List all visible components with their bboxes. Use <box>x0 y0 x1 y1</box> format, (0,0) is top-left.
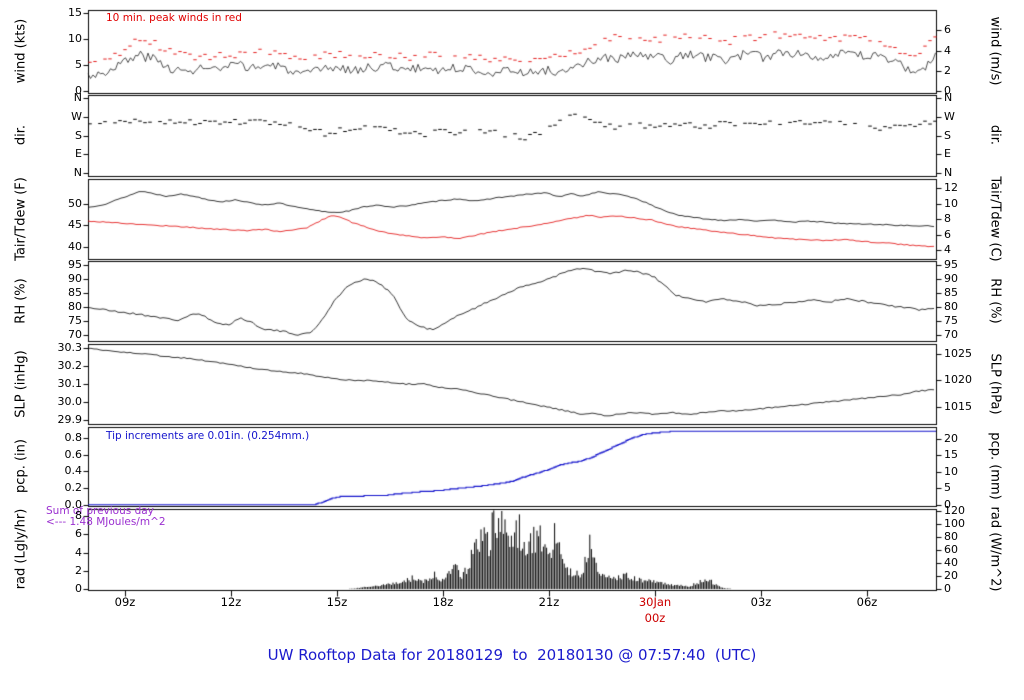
y-tick-label-right-pcp-2: 10 <box>944 465 958 478</box>
x-tick-label-3: 18z <box>432 595 454 609</box>
y-tick-label-right-slp-0: 1025 <box>944 347 972 360</box>
y-tick-label-right-dir-3: E <box>944 147 951 160</box>
y-tick-label-right-slp-1: 1020 <box>944 373 972 386</box>
y-tick-label-right-wind-2: 4 <box>944 44 951 57</box>
y-tick-label-right-dir-1: W <box>944 110 955 123</box>
y-tick-label-left-pcp-0: 0.8 <box>64 431 83 444</box>
annotation-radiation-sum-line2: <--- 1.48 MJoules/m^2 <box>46 516 166 528</box>
y-tick-label-right-rh-2: 85 <box>944 286 958 299</box>
y-tick-label-left-rad-3: 2 <box>75 564 82 577</box>
y-axis-title-rh-left: RH (%) <box>13 278 29 324</box>
y-tick-label-right-temp-4: 4 <box>944 243 951 256</box>
y-tick-label-right-rad-1: 100 <box>944 517 965 530</box>
y-tick-label-left-pcp-2: 0.4 <box>64 464 83 477</box>
y-tick-label-right-dir-2: S <box>944 129 951 142</box>
y-tick-label-right-temp-2: 8 <box>944 212 951 225</box>
y-tick-label-left-wind-2: 10 <box>68 32 82 45</box>
annotation-radiation-sum-line1: Sum of previous day <box>46 505 154 517</box>
y-tick-label-right-wind-1: 2 <box>944 64 951 77</box>
x-tick-label-6: 03z <box>750 595 772 609</box>
y-tick-label-left-rad-4: 0 <box>75 582 82 595</box>
y-tick-label-right-rh-1: 90 <box>944 272 958 285</box>
y-axis-title-slp-hpa: SLP (hPa) <box>987 353 1003 415</box>
y-tick-label-right-temp-3: 6 <box>944 228 951 241</box>
y-tick-label-right-rh-0: 95 <box>944 258 958 271</box>
y-tick-label-right-rad-0: 120 <box>944 504 965 517</box>
y-tick-label-right-pcp-1: 15 <box>944 448 958 461</box>
y-axis-title-temp-f: Tair/Tdew (F) <box>13 177 29 261</box>
y-tick-label-right-temp-0: 12 <box>944 181 958 194</box>
y-axis-title-dir-right: dir. <box>987 124 1003 146</box>
y-axis-title-pcp-in: pcp. (in) <box>13 439 29 493</box>
y-tick-label-left-pcp-1: 0.6 <box>64 448 83 461</box>
y-tick-label-left-rh-3: 80 <box>68 300 82 313</box>
y-tick-label-left-rh-2: 85 <box>68 286 82 299</box>
y-tick-label-right-rad-3: 60 <box>944 543 958 556</box>
y-tick-label-right-pcp-3: 5 <box>944 481 951 494</box>
y-tick-label-left-slp-1: 30.2 <box>57 359 83 372</box>
y-tick-label-right-rad-6: 0 <box>944 582 951 595</box>
y-axis-title-pcp-mm: pcp. (mm) <box>987 432 1003 500</box>
y-tick-label-left-dir-3: E <box>75 147 82 160</box>
x-tick-label-7: 06z <box>856 595 878 609</box>
y-axis-title-rad-lgly: rad (Lgly/hr) <box>13 508 29 590</box>
y-tick-label-right-pcp-4: 0 <box>944 498 951 511</box>
y-tick-label-left-dir-1: W <box>71 110 82 123</box>
y-tick-label-right-rad-4: 40 <box>944 556 958 569</box>
y-tick-label-left-pcp-3: 0.2 <box>64 481 83 494</box>
y-tick-label-right-temp-1: 10 <box>944 197 958 210</box>
y-axis-title-slp-inhg: SLP (inHg) <box>13 350 29 418</box>
y-tick-label-right-rh-4: 75 <box>944 314 958 327</box>
x-tick-label2-5: 00z <box>644 611 666 625</box>
y-tick-label-left-wind-3: 15 <box>68 6 82 19</box>
y-tick-label-left-temp-1: 45 <box>68 218 82 231</box>
y-tick-label-left-dir-0: N <box>73 91 82 104</box>
y-tick-label-left-dir-2: S <box>75 129 82 142</box>
y-tick-label-right-wind-3: 6 <box>944 23 951 36</box>
y-tick-label-right-dir-4: N <box>944 166 953 179</box>
x-tick-label-4: 21z <box>538 595 560 609</box>
y-tick-label-left-wind-1: 5 <box>75 58 82 71</box>
x-tick-label-5: 30Jan <box>638 595 672 609</box>
y-tick-label-left-rad-0: 8 <box>75 509 82 522</box>
y-tick-label-left-rh-4: 75 <box>68 314 82 327</box>
y-tick-label-left-slp-0: 30.3 <box>57 341 83 354</box>
y-axis-title-dir-left: dir. <box>13 124 29 146</box>
y-tick-label-left-rad-1: 6 <box>75 527 82 540</box>
y-tick-label-left-temp-0: 50 <box>68 197 82 210</box>
y-tick-label-right-rad-2: 80 <box>944 530 958 543</box>
x-tick-label-1: 12z <box>220 595 242 609</box>
y-tick-label-left-rh-5: 70 <box>68 328 82 341</box>
y-tick-label-left-slp-4: 29.9 <box>57 413 83 426</box>
y-tick-label-left-dir-4: N <box>73 166 82 179</box>
y-tick-label-left-pcp-4: 0.0 <box>64 498 83 511</box>
y-tick-label-right-dir-0: N <box>944 91 953 104</box>
y-tick-label-right-rad-5: 20 <box>944 569 958 582</box>
y-axis-title-wind-ms: wind (m/s) <box>987 16 1003 86</box>
y-axis-title-wind-kts: wind (kts) <box>13 18 29 84</box>
x-tick-label-2: 15z <box>326 595 348 609</box>
y-tick-label-left-rh-1: 90 <box>68 272 82 285</box>
y-tick-label-left-rad-2: 4 <box>75 546 82 559</box>
y-axis-title-temp-c: Tair/Tdew (C) <box>987 176 1003 262</box>
y-axis-title-rad-wm2: rad (W/m^2) <box>987 506 1003 592</box>
y-tick-label-left-rh-0: 95 <box>68 258 82 271</box>
y-tick-label-left-temp-2: 40 <box>68 240 82 253</box>
y-tick-label-right-rh-5: 70 <box>944 328 958 341</box>
annotation-peak-winds: 10 min. peak winds in red <box>106 12 242 24</box>
y-tick-label-right-pcp-0: 20 <box>944 432 958 445</box>
figure-title: UW Rooftop Data for 20180129 to 20180130… <box>267 646 757 664</box>
y-axis-title-rh-right: RH (%) <box>987 278 1003 324</box>
y-tick-label-right-slp-2: 1015 <box>944 400 972 413</box>
y-tick-label-left-slp-3: 30.0 <box>57 395 83 408</box>
y-tick-label-left-slp-2: 30.1 <box>57 377 83 390</box>
y-tick-label-right-wind-0: 0 <box>944 84 951 97</box>
annotation-tip-increments: Tip increments are 0.01in. (0.254mm.) <box>106 430 310 442</box>
x-tick-label-0: 09z <box>114 595 136 609</box>
y-tick-label-right-rh-3: 80 <box>944 300 958 313</box>
y-tick-label-left-wind-0: 0 <box>75 84 82 97</box>
